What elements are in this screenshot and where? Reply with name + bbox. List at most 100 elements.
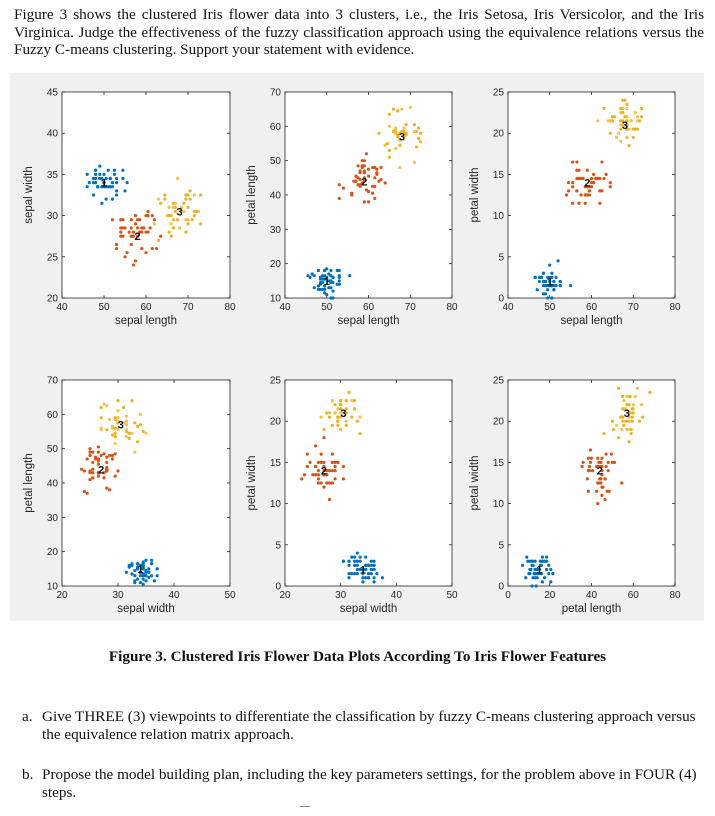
data-point [640, 115, 644, 119]
data-point [131, 263, 135, 267]
data-point [364, 188, 369, 192]
centroid-label: 2 [135, 231, 141, 243]
data-point [621, 394, 625, 399]
data-point [325, 473, 329, 477]
data-point [575, 189, 579, 193]
data-point [192, 193, 196, 197]
data-point [316, 460, 320, 464]
data-point [549, 567, 553, 572]
data-point [612, 115, 617, 119]
data-point [633, 394, 637, 399]
data-point [116, 399, 120, 403]
data-point [539, 559, 544, 563]
data-point [361, 576, 365, 580]
data-point [614, 423, 619, 427]
data-point [336, 423, 340, 427]
centroid-label: 3 [118, 420, 124, 432]
data-point [629, 431, 633, 436]
data-point [330, 423, 334, 427]
data-point [116, 416, 120, 420]
data-point [591, 172, 596, 176]
data-point [325, 411, 329, 415]
data-point [106, 168, 110, 172]
data-point [133, 568, 137, 573]
data-point [617, 386, 621, 390]
data-point [552, 279, 556, 284]
data-point [541, 292, 546, 296]
data-point [617, 131, 621, 135]
data-point [535, 567, 539, 572]
data-point [341, 186, 346, 190]
data-point [150, 214, 154, 218]
data-point [122, 405, 126, 410]
centroid-label: 2 [321, 466, 327, 478]
data-point [605, 489, 609, 493]
data-point [115, 246, 119, 251]
data-point [91, 450, 95, 454]
data-point [102, 172, 106, 176]
data-point [91, 460, 95, 464]
data-point [88, 469, 92, 473]
data-point [91, 181, 96, 185]
data-point [124, 570, 128, 574]
data-point [620, 427, 624, 432]
data-point [147, 567, 151, 571]
data-point [530, 584, 534, 588]
data-point [361, 572, 365, 576]
data-point [316, 477, 320, 481]
data-point [350, 415, 354, 419]
data-point [372, 567, 376, 572]
data-point [419, 131, 423, 135]
data-point [548, 279, 552, 284]
data-point [88, 447, 92, 451]
data-point [609, 452, 613, 456]
data-point [629, 119, 633, 123]
y-tick-label: 25 [270, 376, 282, 387]
data-point [336, 415, 340, 419]
data-point [136, 567, 140, 571]
data-point [341, 477, 346, 481]
data-point [91, 176, 96, 181]
data-point [138, 580, 142, 585]
data-point [96, 462, 100, 466]
data-point [587, 464, 592, 469]
data-point [312, 274, 316, 278]
data-point [337, 183, 341, 187]
data-point [144, 579, 148, 583]
data-point [110, 457, 114, 461]
y-tick-label: 20 [47, 547, 59, 558]
data-point [104, 176, 108, 181]
data-point [121, 234, 125, 238]
data-point [167, 230, 171, 234]
data-point [138, 563, 142, 567]
data-point [362, 164, 366, 168]
data-point [136, 577, 140, 581]
data-point [323, 284, 327, 288]
data-point [147, 570, 151, 574]
data-point [525, 555, 529, 559]
y-tick-label: 60 [270, 122, 282, 133]
data-point [620, 415, 624, 419]
data-point [147, 575, 151, 580]
data-point [99, 426, 103, 430]
data-point [102, 476, 106, 480]
data-point [94, 168, 98, 172]
data-point [589, 181, 594, 185]
data-point [144, 251, 148, 255]
data-point [366, 167, 371, 171]
question-b: b. Propose the model building plan, incl… [22, 766, 702, 801]
data-point [329, 296, 333, 300]
data-point [91, 471, 95, 475]
data-point [402, 126, 406, 130]
data-point [419, 140, 423, 144]
data-point [333, 477, 337, 481]
data-point [546, 288, 550, 292]
y-tick-label: 30 [47, 513, 59, 524]
data-point [600, 456, 604, 460]
data-point [190, 218, 194, 222]
data-point [358, 169, 362, 173]
data-point [85, 457, 89, 461]
data-point [362, 159, 366, 163]
x-tick-label: 80 [669, 302, 681, 313]
